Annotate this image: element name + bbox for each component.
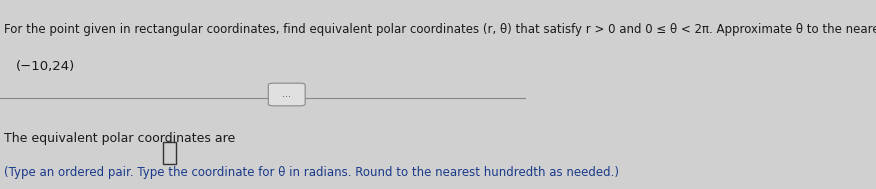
Text: The equivalent polar coordinates are: The equivalent polar coordinates are	[4, 132, 236, 145]
Text: For the point given in rectangular coordinates, find equivalent polar coordinate: For the point given in rectangular coord…	[4, 23, 876, 36]
Text: ...: ...	[282, 89, 291, 98]
Text: (−10,24): (−10,24)	[16, 60, 75, 74]
FancyBboxPatch shape	[163, 142, 176, 164]
FancyBboxPatch shape	[268, 83, 305, 106]
Text: (Type an ordered pair. Type the coordinate for θ in radians. Round to the neares: (Type an ordered pair. Type the coordina…	[4, 166, 619, 179]
